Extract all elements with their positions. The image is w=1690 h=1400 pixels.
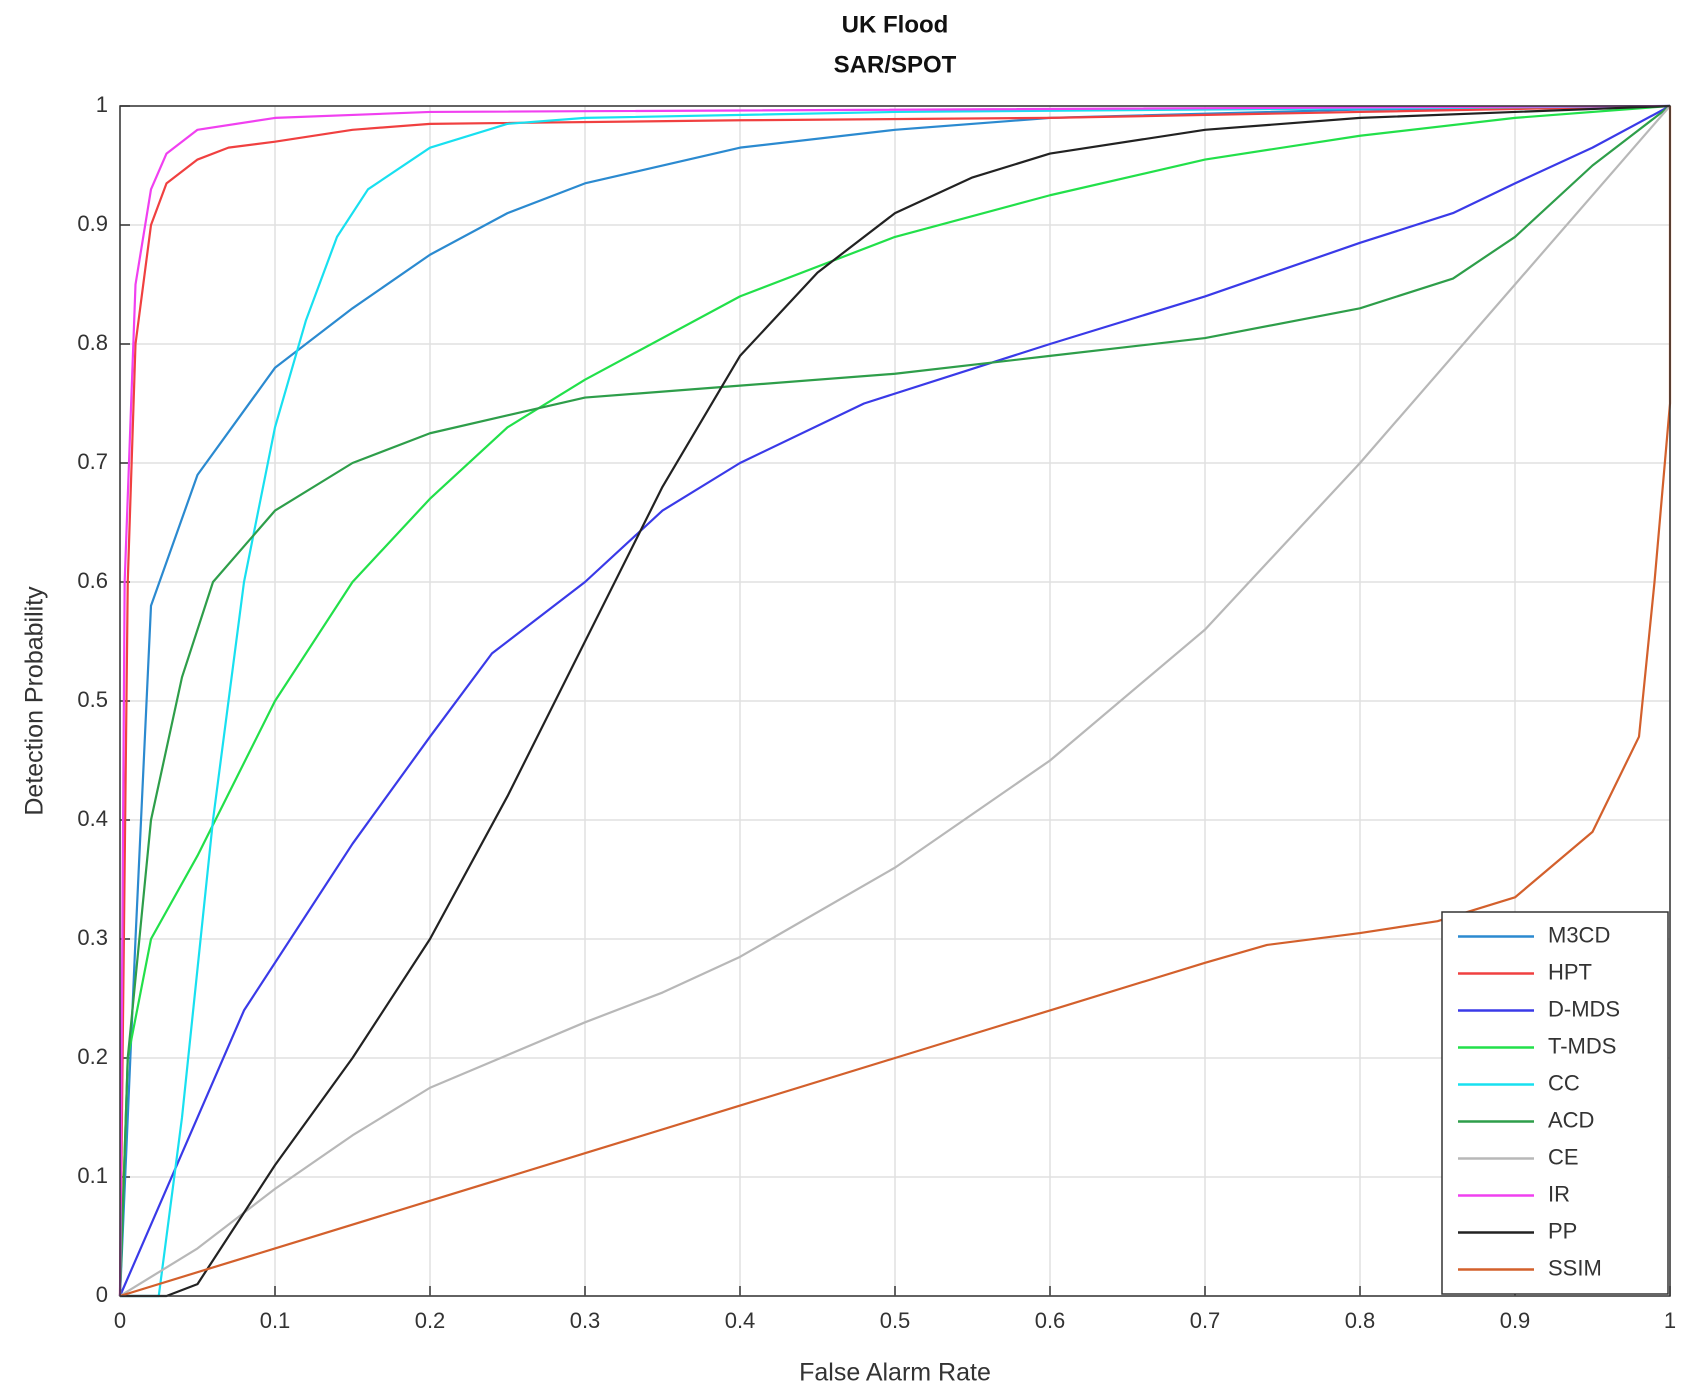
y-tick-label: 0.1 (77, 1163, 108, 1188)
y-tick-label: 0 (96, 1282, 108, 1307)
y-tick-label: 0.2 (77, 1044, 108, 1069)
x-tick-label: 0.4 (725, 1308, 756, 1333)
series-line (120, 104, 1671, 1298)
x-tick-label: 1 (1664, 1308, 1676, 1333)
x-tick-label: 0.7 (1190, 1308, 1221, 1333)
y-tick-label: 0.3 (77, 925, 108, 950)
series-line (118, 104, 1671, 1297)
y-tick-label: 0.6 (77, 568, 108, 593)
y-tick-label: 0.7 (77, 449, 108, 474)
y-tick-label: 0.8 (77, 330, 108, 355)
legend-label: SSIM (1548, 1255, 1602, 1280)
series-line (120, 104, 1671, 1298)
x-tick-label: 0.3 (570, 1308, 601, 1333)
x-tick-label: 0.9 (1500, 1308, 1531, 1333)
legend-label: CE (1548, 1144, 1579, 1169)
legend-label: T-MDS (1548, 1033, 1616, 1058)
series-line (119, 105, 1671, 1297)
legend-label: IR (1548, 1181, 1570, 1206)
series-line (118, 105, 1671, 1297)
y-tick-label: 1 (96, 92, 108, 117)
x-tick-label: 0.1 (260, 1308, 291, 1333)
x-tick-label: 0 (114, 1308, 126, 1333)
legend-label: CC (1548, 1070, 1580, 1095)
x-tick-label: 0.6 (1035, 1308, 1066, 1333)
x-tick-label: 0.5 (880, 1308, 911, 1333)
legend-label: M3CD (1548, 922, 1610, 947)
x-tick-label: 0.8 (1345, 1308, 1376, 1333)
legend-label: HPT (1548, 959, 1592, 984)
y-tick-label: 0.5 (77, 687, 108, 712)
x-axis-label: False Alarm Rate (799, 1359, 991, 1387)
series-line (118, 104, 1671, 1297)
legend-label: PP (1548, 1218, 1577, 1243)
chart-title: UK Flood (842, 11, 949, 38)
series-line (119, 106, 1672, 1298)
chart-subtitle: SAR/SPOT (834, 51, 957, 78)
plot-frame (119, 105, 1671, 1297)
y-tick-label: 0.4 (77, 806, 108, 831)
series-line (118, 104, 1671, 1297)
y-tick-label: 0.9 (77, 211, 108, 236)
legend-box (1441, 911, 1669, 1295)
legend-label: ACD (1548, 1107, 1594, 1132)
series-line (118, 105, 1671, 1297)
y-axis-label: Detection Probability (21, 586, 49, 816)
legend-label: D-MDS (1548, 996, 1620, 1021)
x-tick-label: 0.2 (415, 1308, 446, 1333)
series-line (118, 104, 1671, 1297)
